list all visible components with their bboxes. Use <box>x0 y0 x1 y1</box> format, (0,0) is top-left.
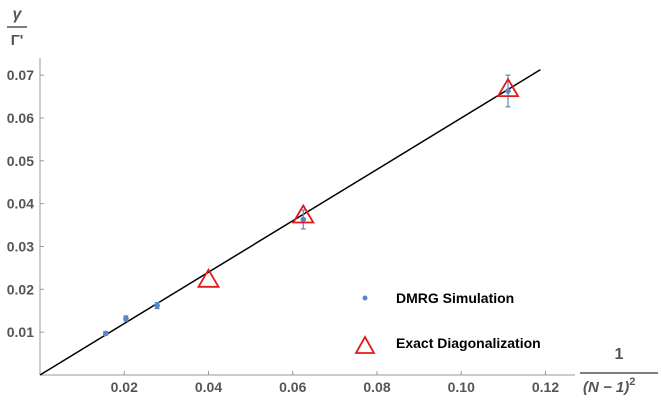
dmrg-point <box>123 315 129 322</box>
dmrg-point <box>102 330 109 337</box>
y-tick-label: 0.06 <box>7 110 34 126</box>
x-tick-label: 0.04 <box>195 379 222 395</box>
exact-diag-point <box>291 203 315 224</box>
x-axis-label: 1 (N − 1)2 <box>580 346 658 396</box>
y-tick-label: 0.03 <box>7 238 34 254</box>
legend-ed-label: Exact Diagonalization <box>396 335 541 351</box>
legend-dmrg-label: DMRG Simulation <box>396 290 514 306</box>
x-tick-label: 0.02 <box>111 379 138 395</box>
y-tick-label: 0.02 <box>7 281 34 297</box>
x-tick-label: 0.10 <box>448 379 475 395</box>
dmrg-point <box>505 88 511 94</box>
x-label-numerator: 1 <box>615 346 624 363</box>
y-tick-group: 0.01 0.02 0.03 0.04 0.05 0.06 0.07 <box>7 67 44 340</box>
exact-diag-point <box>196 268 221 288</box>
y-tick-label: 0.05 <box>7 153 34 169</box>
legend-ed-marker <box>354 335 376 354</box>
fit-line <box>39 69 541 376</box>
y-axis-label: γ Γ' <box>7 6 27 49</box>
x-tick-label: 0.08 <box>363 379 390 395</box>
x-label-exponent: 2 <box>629 376 635 388</box>
y-label-numerator: γ <box>13 6 23 23</box>
y-tick-label: 0.04 <box>7 196 34 212</box>
x-tick-group: 0.02 0.04 0.06 0.08 0.10 0.12 <box>111 371 559 395</box>
x-tick-label: 0.06 <box>279 379 306 395</box>
exact-diag-point <box>496 77 520 98</box>
y-label-denominator: Γ' <box>11 32 24 49</box>
legend: DMRG Simulation Exact Diagonalization <box>354 290 541 354</box>
y-tick-label: 0.01 <box>7 324 34 340</box>
x-tick-label: 0.12 <box>532 379 559 395</box>
x-label-denominator: (N − 1)2 <box>583 376 635 396</box>
x-label-denominator-base: (N − 1) <box>583 379 629 396</box>
y-tick-label: 0.07 <box>7 67 34 83</box>
legend-dmrg-marker <box>362 295 368 301</box>
dmrg-point <box>300 216 307 223</box>
dmrg-point <box>154 302 160 309</box>
data-marks <box>102 74 520 337</box>
